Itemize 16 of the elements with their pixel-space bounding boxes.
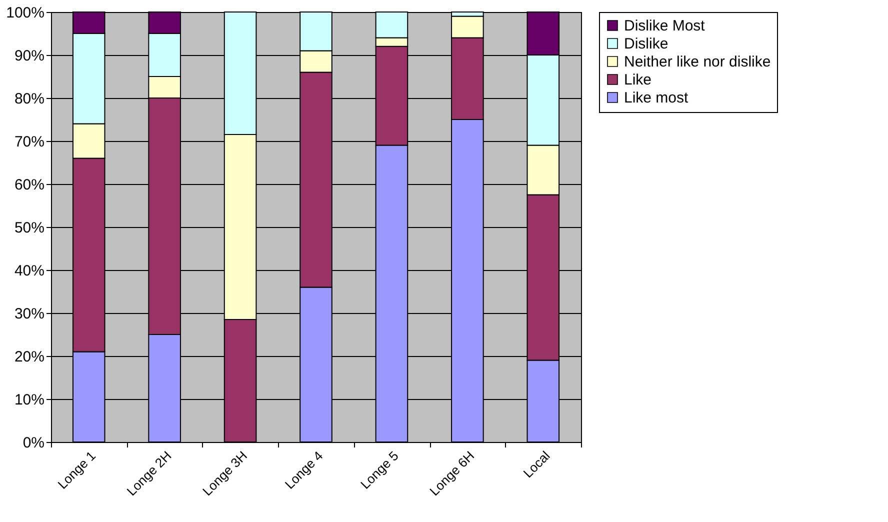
legend-label: Like — [624, 72, 652, 88]
y-tick-label: 20% — [14, 348, 44, 366]
legend-label: Dislike — [624, 36, 668, 52]
legend-label: Neither like nor dislike — [624, 54, 771, 70]
y-tick-label: 90% — [14, 48, 44, 64]
y-tick-label: 70% — [14, 134, 44, 150]
y-tick-label: 100% — [6, 4, 44, 22]
y-tick-label: 50% — [14, 220, 44, 236]
y-tick-label: 0% — [22, 434, 44, 452]
y-tick-label: 30% — [14, 306, 44, 322]
legend-label: Dislike Most — [624, 18, 706, 34]
legend-label: Like most — [624, 90, 690, 106]
y-tick-label: 40% — [14, 262, 44, 280]
y-tick-label: 60% — [14, 176, 44, 194]
y-tick-label: 10% — [14, 392, 44, 408]
y-tick-label: 80% — [14, 90, 44, 108]
